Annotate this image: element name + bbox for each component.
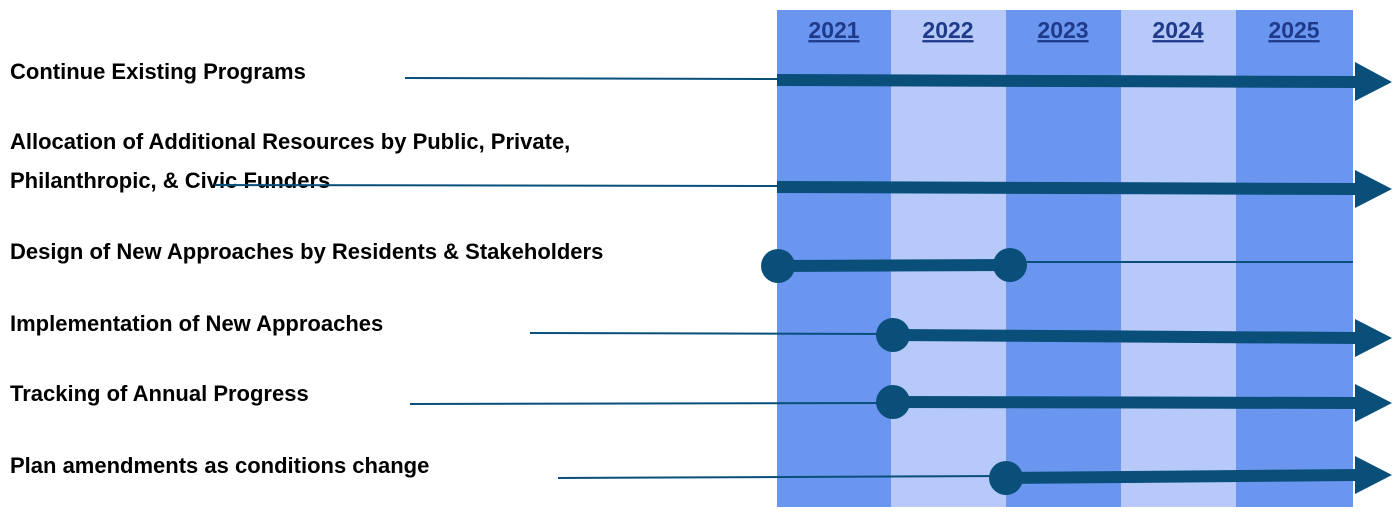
bar	[892, 329, 1359, 344]
connector	[409, 402, 894, 405]
bar	[777, 259, 1011, 272]
row-label: Continue Existing Programs	[10, 59, 306, 84]
year-label: 2021	[808, 17, 859, 43]
bar	[776, 181, 1359, 195]
milestone	[993, 248, 1027, 282]
arrowhead	[1355, 384, 1392, 422]
bar	[776, 74, 1359, 88]
column-2024	[1121, 10, 1236, 507]
connector	[214, 184, 778, 187]
arrowhead	[1355, 62, 1392, 101]
column-2022	[891, 10, 1006, 507]
milestone	[876, 385, 910, 419]
bar	[1005, 469, 1359, 484]
column-2025	[1236, 10, 1353, 507]
row-label: Implementation of New Approaches	[10, 311, 383, 336]
arrowhead	[1355, 456, 1392, 494]
row-label: Design of New Approaches by Residents & …	[10, 239, 603, 264]
row-label: Tracking of Annual Progress	[10, 381, 309, 406]
milestone	[989, 461, 1023, 495]
row-label: Allocation of Additional Resources by Pu…	[10, 129, 570, 154]
column-2021	[777, 10, 891, 507]
year-label: 2023	[1037, 17, 1088, 43]
year-label: 2024	[1152, 17, 1203, 43]
bar	[892, 396, 1359, 409]
arrowhead	[1355, 170, 1392, 208]
milestone	[761, 249, 795, 283]
arrowhead	[1355, 319, 1392, 357]
year-label: 2022	[922, 17, 973, 43]
row-label: Philanthropic, & Civic Funders	[10, 168, 330, 193]
connector	[529, 332, 894, 335]
connector	[557, 475, 1007, 479]
row-label: Plan amendments as conditions change	[10, 453, 429, 478]
year-label: 2025	[1268, 17, 1319, 43]
milestone	[876, 318, 910, 352]
connector	[404, 77, 778, 80]
